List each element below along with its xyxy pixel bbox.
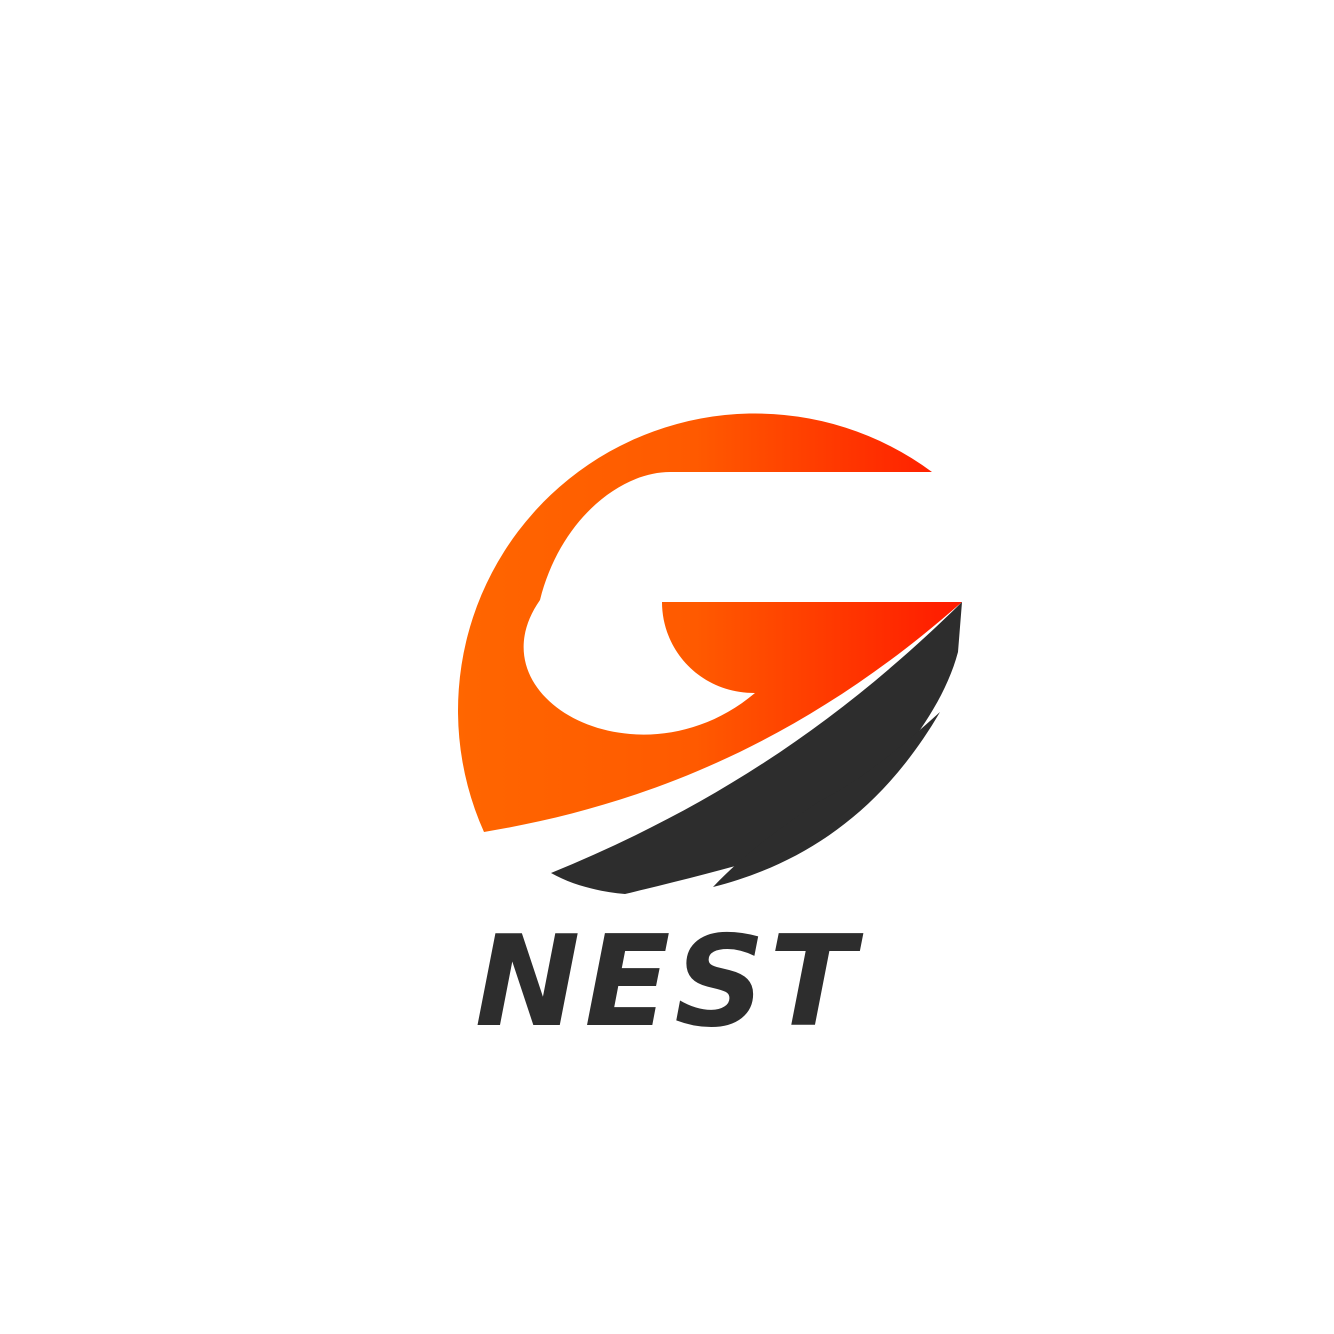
brand-wordmark: NEST [0,912,1334,1052]
